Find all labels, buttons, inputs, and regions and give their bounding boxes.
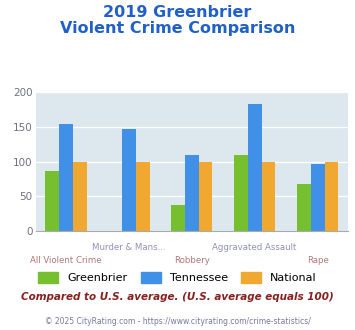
Legend: Greenbrier, Tennessee, National: Greenbrier, Tennessee, National xyxy=(34,268,321,288)
Text: Robbery: Robbery xyxy=(174,256,210,265)
Bar xyxy=(262,162,275,231)
Bar xyxy=(248,104,262,231)
Bar xyxy=(136,162,149,231)
Text: 2019 Greenbrier: 2019 Greenbrier xyxy=(103,5,252,20)
Bar xyxy=(122,129,136,231)
Bar xyxy=(59,124,73,231)
Bar xyxy=(171,205,185,231)
Text: Murder & Mans...: Murder & Mans... xyxy=(92,243,165,251)
Text: Rape: Rape xyxy=(307,256,329,265)
Bar xyxy=(234,155,248,231)
Text: Violent Crime Comparison: Violent Crime Comparison xyxy=(60,21,295,36)
Text: Compared to U.S. average. (U.S. average equals 100): Compared to U.S. average. (U.S. average … xyxy=(21,292,334,302)
Bar xyxy=(185,155,199,231)
Bar xyxy=(45,171,59,231)
Bar xyxy=(297,184,311,231)
Bar xyxy=(73,162,87,231)
Text: Aggravated Assault: Aggravated Assault xyxy=(213,243,297,251)
Bar xyxy=(324,162,338,231)
Text: All Violent Crime: All Violent Crime xyxy=(30,256,102,265)
Bar xyxy=(199,162,213,231)
Text: © 2025 CityRating.com - https://www.cityrating.com/crime-statistics/: © 2025 CityRating.com - https://www.city… xyxy=(45,317,310,326)
Bar xyxy=(311,164,324,231)
